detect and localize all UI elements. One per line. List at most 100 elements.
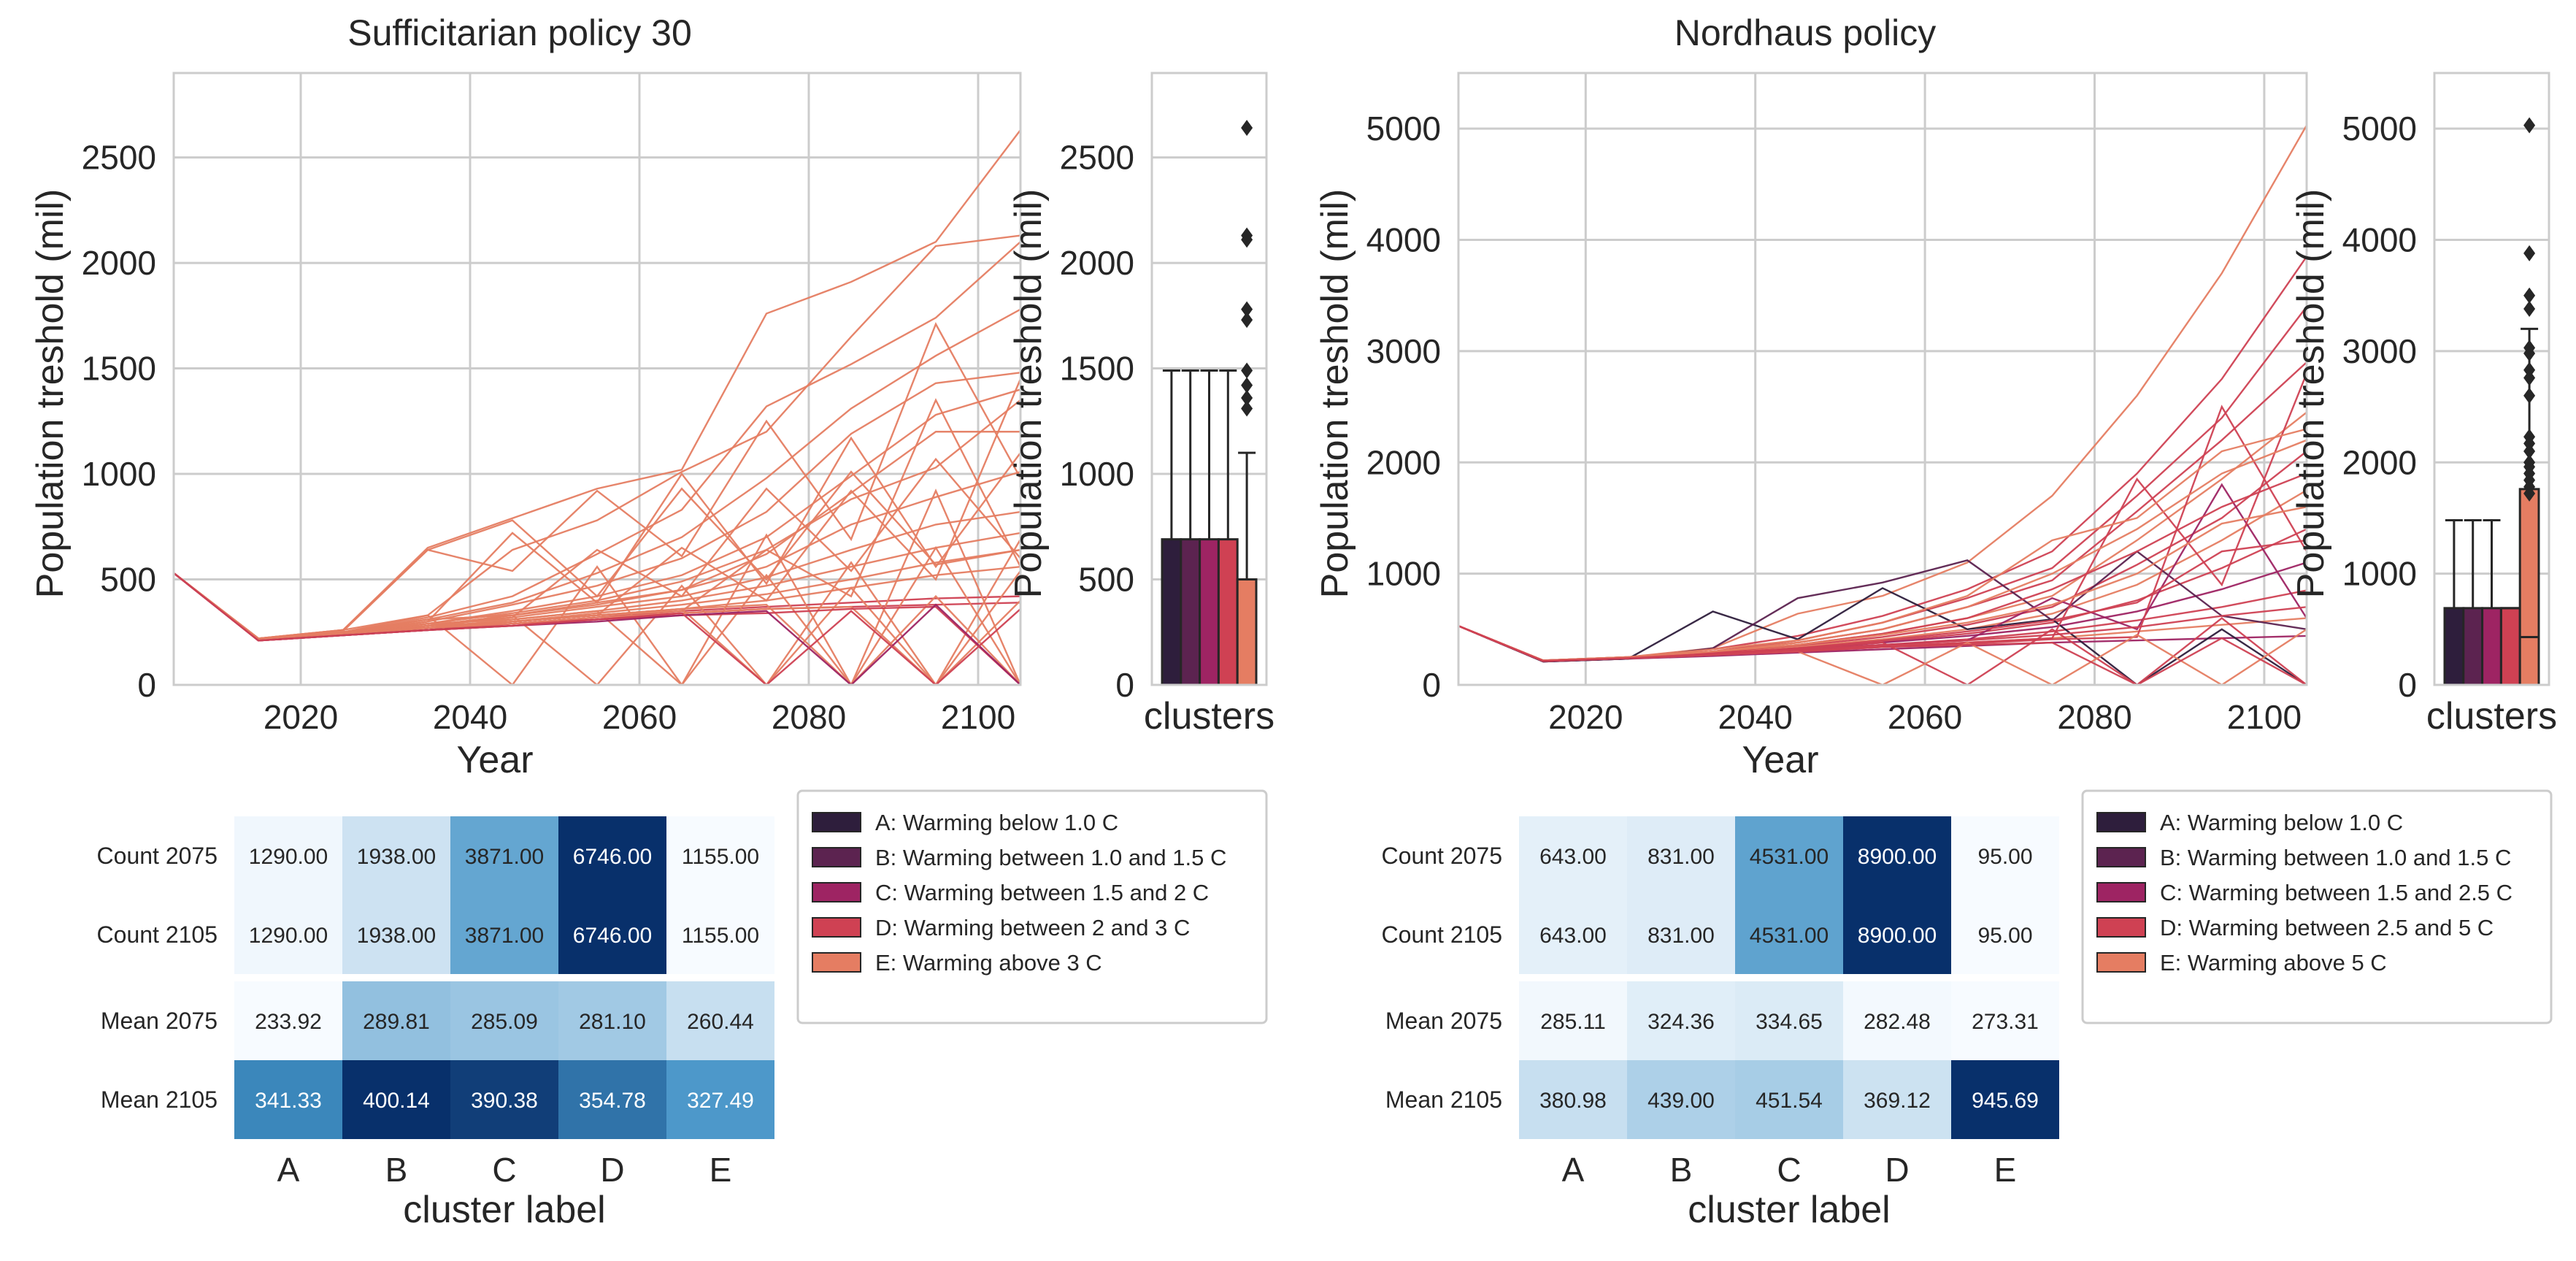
heatmap-column-label: E — [1994, 1151, 2017, 1189]
heatmap-column-label: C — [1777, 1151, 1801, 1189]
heatmap-row-label: Count 2075 — [97, 843, 218, 869]
legend-swatch-C — [812, 882, 861, 902]
bar-C — [1199, 538, 1220, 686]
heatmap-cell-label: 1938.00 — [357, 845, 436, 869]
outlier-point — [1241, 362, 1253, 379]
x-tick-label: 2080 — [2057, 698, 2131, 736]
heatmap-cell — [1735, 1060, 1843, 1139]
legend-swatch-B — [812, 847, 861, 867]
heatmap-cell — [342, 981, 450, 1060]
series-line-E — [174, 398, 1020, 641]
heatmap-row-label: Mean 2105 — [101, 1086, 218, 1113]
bar-B — [2462, 607, 2484, 686]
legend-label: A: Warming below 1.0 C — [2160, 810, 2403, 835]
heatmap-cell-label: 233.92 — [255, 1010, 322, 1034]
bar-E — [1236, 578, 1258, 686]
heatmap-cell-label: 1938.00 — [357, 924, 436, 948]
y-tick-label: 3000 — [1366, 332, 1441, 370]
y-axis-label: Population treshold (mil) — [2290, 189, 2332, 599]
heatmap-cell — [666, 981, 774, 1060]
y-tick-label: 2000 — [82, 244, 156, 282]
x-axis-label: Year — [456, 739, 533, 781]
heatmap-cell-label: 4531.00 — [1750, 924, 1829, 948]
series-line-D — [1458, 606, 2307, 662]
heatmap-cell — [1735, 981, 1843, 1060]
heatmap-cell — [1627, 895, 1735, 974]
heatmap-cell — [666, 816, 774, 895]
heatmap-cell — [1735, 816, 1843, 895]
legend-swatch-B — [2096, 847, 2146, 867]
bar-A — [2443, 607, 2465, 686]
heatmap-cell — [1951, 895, 2059, 974]
heatmap-cell — [342, 1060, 450, 1139]
legend-label: C: Warming between 1.5 and 2.5 C — [2160, 880, 2512, 905]
heatmap-cell-label: 341.33 — [255, 1089, 322, 1113]
x-axis-label: cluster label — [1688, 1189, 1890, 1231]
bar-A — [1161, 538, 1183, 686]
legend-label: E: Warming above 5 C — [2160, 950, 2387, 976]
heatmap-cell-label: 324.36 — [1648, 1010, 1715, 1034]
y-axis-label: Population treshold (mil) — [1007, 189, 1050, 599]
axes-frame — [172, 72, 1022, 686]
right-bar-chart: 0 1000 2000 3000 4000 5000 clusters Population … — [2290, 72, 2557, 737]
right-legend: A: Warming below 1.0 C B: Warming between… — [2081, 789, 2553, 1024]
heatmap-cell — [1519, 1060, 1627, 1139]
heatmap-cell-label: 1155.00 — [682, 924, 759, 948]
legend-swatch-A — [2096, 812, 2146, 832]
series-line-E — [174, 470, 1020, 640]
figure-layer: 2020 2040 2060 2080 2100 0 500 1000 1500 2000 2500… — [29, 12, 2557, 1231]
y-tick-label: 2500 — [82, 139, 156, 177]
heatmap-cell-label: 95.00 — [1977, 924, 2032, 948]
outlier-point — [1241, 231, 1253, 248]
legend-label: C: Warming between 1.5 and 2 C — [875, 880, 1209, 905]
outlier-point — [1241, 120, 1253, 137]
heatmap-row-label: Count 2105 — [97, 921, 218, 948]
heatmap-row-label: Mean 2075 — [1385, 1008, 1502, 1034]
y-tick-label: 1000 — [1060, 455, 1134, 493]
outlier-point — [2523, 443, 2536, 460]
heatmap-column-label: E — [710, 1151, 732, 1189]
legend-frame — [796, 789, 1268, 1024]
chart-title: Sufficitarian policy 30 — [347, 12, 692, 53]
x-axis-label: Year — [1742, 739, 1818, 781]
heatmap-cell — [342, 816, 450, 895]
outlier-point — [2523, 369, 2536, 386]
legend-swatch-D — [812, 917, 861, 938]
heatmap-cell — [1519, 895, 1627, 974]
heatmap-cell-label: 8900.00 — [1858, 845, 1937, 869]
legend-label: A: Warming below 1.0 C — [875, 810, 1118, 835]
outlier-point — [2523, 345, 2536, 361]
outlier-point — [1241, 377, 1253, 394]
outlier-point — [2523, 245, 2536, 261]
heatmap-cell — [558, 895, 666, 974]
y-tick-label: 1000 — [82, 455, 156, 493]
y-tick-label: 2000 — [1060, 244, 1134, 282]
left-line-chart: 2020 2040 2060 2080 2100 0 500 1000 1500 2000 2500… — [29, 12, 1022, 781]
heatmap-cell-label: 369.12 — [1864, 1089, 1931, 1113]
y-axis-label: Population treshold (mil) — [29, 189, 72, 599]
heatmap-cell-label: 380.98 — [1539, 1089, 1607, 1113]
heatmap-column-label: C — [492, 1151, 516, 1189]
heatmap-cell-label: 1290.00 — [249, 924, 328, 948]
heatmap-cell-label: 281.10 — [579, 1010, 646, 1034]
heatmap-cell — [666, 1060, 774, 1139]
heatmap-column-label: D — [1885, 1151, 1909, 1189]
bar-D — [2499, 607, 2521, 686]
heatmap-cell — [234, 895, 342, 974]
heatmap-cell — [1843, 895, 1951, 974]
heatmap-cell-label: 285.09 — [471, 1010, 538, 1034]
y-tick-label: 4000 — [2342, 221, 2417, 259]
heatmap-cell-label: 327.49 — [687, 1089, 754, 1113]
outlier-point — [1241, 312, 1253, 329]
bar-C — [2481, 607, 2502, 686]
heatmap-cell-label: 4531.00 — [1750, 845, 1829, 869]
heatmap-cell-label: 260.44 — [687, 1010, 754, 1034]
heatmap-cell-label: 451.54 — [1756, 1089, 1823, 1113]
outlier-point — [2523, 387, 2536, 404]
outlier-point — [2523, 485, 2536, 502]
legend-swatch-A — [812, 812, 861, 832]
heatmap-cell-label: 289.81 — [363, 1010, 430, 1034]
heatmap-cell-label: 273.31 — [1972, 1010, 2039, 1034]
right-heatmap: 643.00 831.00 4531.00 8900.00 95.00 Count 207… — [1382, 816, 2059, 1231]
